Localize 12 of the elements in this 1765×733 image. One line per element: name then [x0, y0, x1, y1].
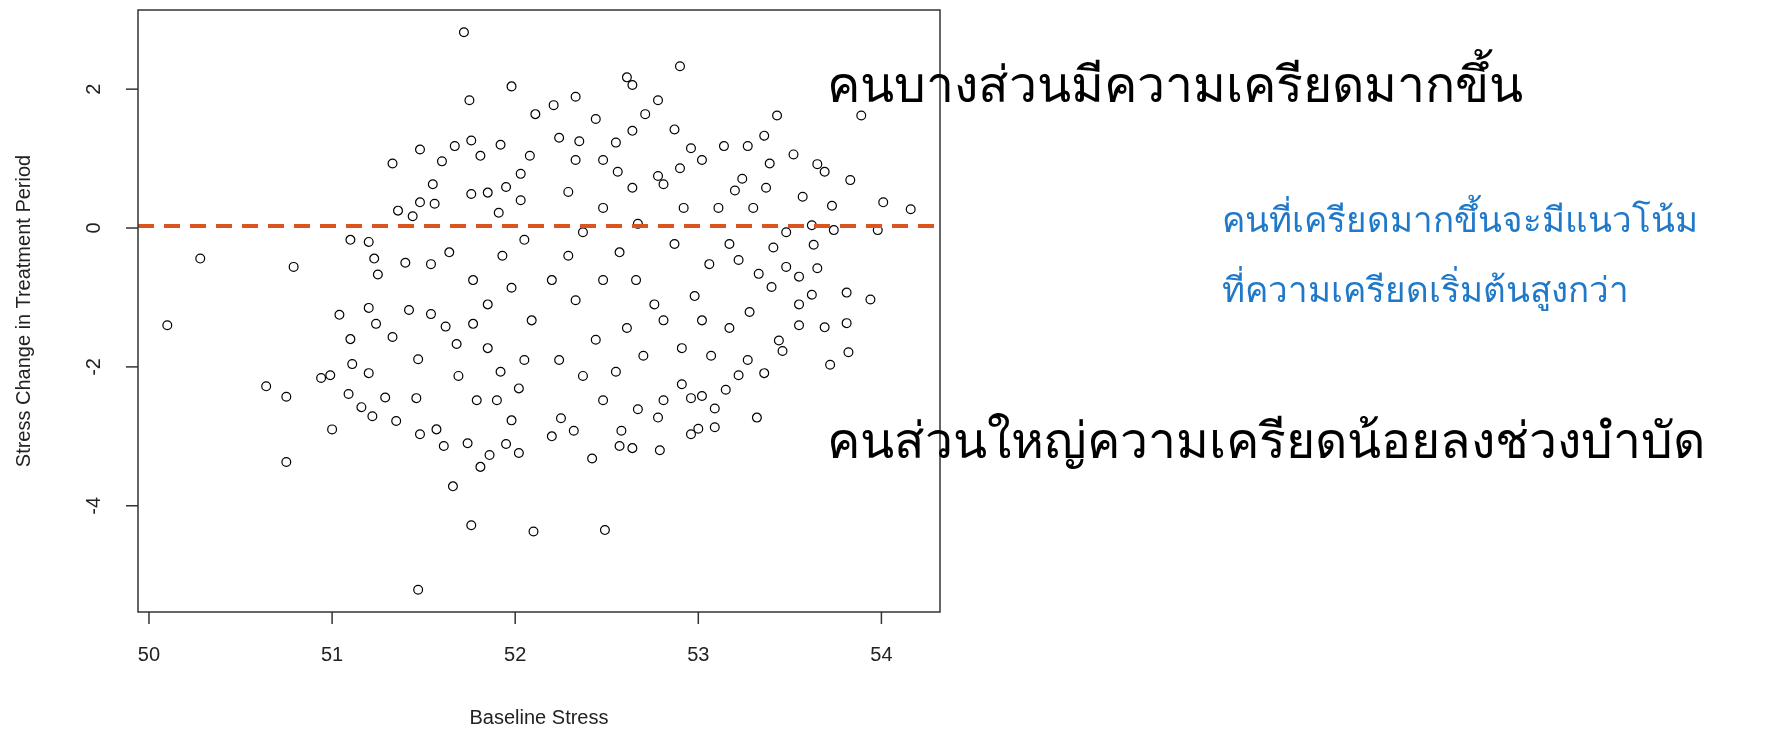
y-tick-label: 2 — [82, 83, 104, 95]
y-tick-label: 0 — [82, 222, 104, 234]
x-tick-label: 51 — [320, 643, 344, 665]
x-tick-label: 50 — [137, 643, 161, 665]
y-tick-label: -4 — [82, 496, 104, 515]
y-axis-title: Stress Change in Treatment Period — [12, 154, 34, 468]
x-tick-label: 52 — [504, 643, 527, 665]
x-axis-title: Baseline Stress — [469, 706, 609, 728]
y-tick-label: -2 — [82, 358, 104, 376]
x-tick-label: 54 — [870, 643, 893, 665]
text: คนที่เครียดมากขึ้นจะมีแนวโน้ม ที่ความเครียดเริ่มต้นสูงกว่า — [1222, 194, 1698, 311]
x-tick-label: 53 — [687, 643, 710, 665]
